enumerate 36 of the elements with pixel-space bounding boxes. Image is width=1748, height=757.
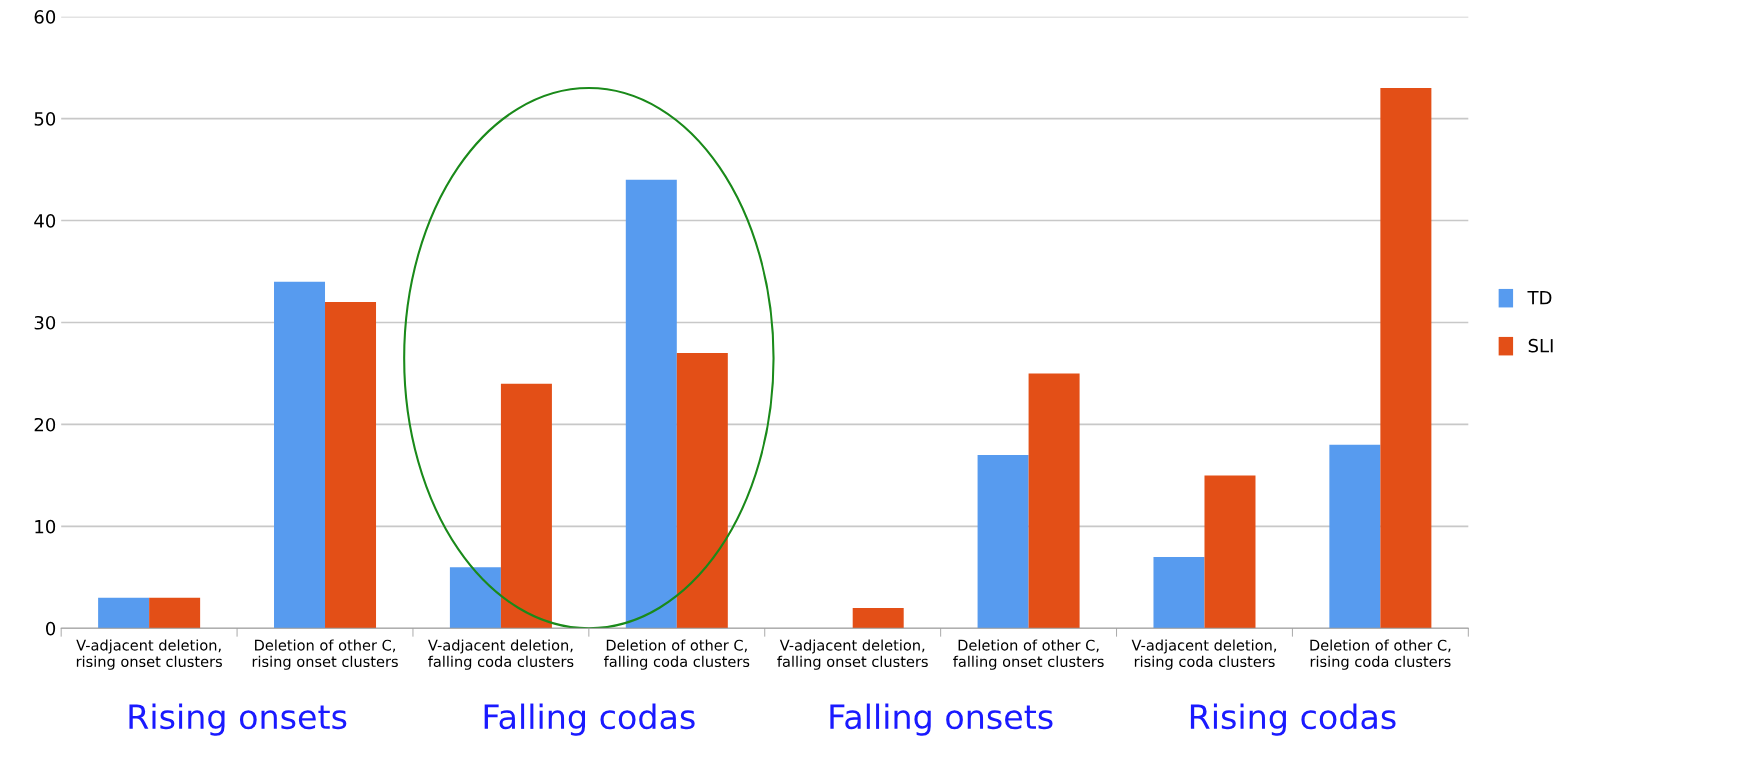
bar [449, 567, 501, 629]
text: Rising onsets [129, 703, 347, 736]
y-tick-label: 0 [46, 621, 56, 636]
y-tick-label: 20 [34, 417, 56, 432]
y-tick-label: 40 [34, 214, 56, 228]
bar [1204, 475, 1256, 629]
x-tick-label: V-adjacent deletion, rising coda clusters [1131, 639, 1277, 670]
bar [852, 607, 904, 629]
y-tick-label: 10 [35, 519, 56, 534]
text: Falling codas [484, 703, 695, 736]
x-tick-label: V-adjacent deletion, falling coda clusters [428, 639, 574, 670]
bar [1153, 556, 1205, 629]
bar [500, 383, 552, 629]
bar [325, 302, 377, 629]
legend-label: SLI [1528, 338, 1553, 353]
bar [98, 597, 150, 629]
x-tick-label: Deletion of other C, rising coda clusters [1310, 639, 1451, 670]
y-tick-label: 60 [34, 10, 56, 24]
y-tick-label: 30 [34, 315, 56, 330]
bar [149, 597, 201, 629]
x-tick-label: V-adjacent deletion, falling onset clusters [777, 639, 928, 670]
bar [977, 455, 1029, 629]
legend-label: TD [1527, 291, 1552, 305]
x-tick-label: Deletion of other C, falling onset clusters [953, 639, 1104, 670]
y-tick-label: 50 [34, 112, 56, 126]
bar [625, 179, 677, 629]
bar [1380, 88, 1432, 629]
x-tick-label: Deletion of other C, falling coda clusters [603, 639, 750, 670]
text: Falling onsets [830, 703, 1053, 736]
bar [676, 353, 728, 629]
bar [1329, 444, 1381, 629]
text: Rising codas [1190, 703, 1396, 736]
x-tick-label: V-adjacent deletion, rising onset clusters [76, 639, 222, 670]
bar [274, 281, 326, 629]
x-tick-label: Deletion of other C, rising onset clusters [252, 639, 398, 670]
bar [1028, 373, 1080, 629]
